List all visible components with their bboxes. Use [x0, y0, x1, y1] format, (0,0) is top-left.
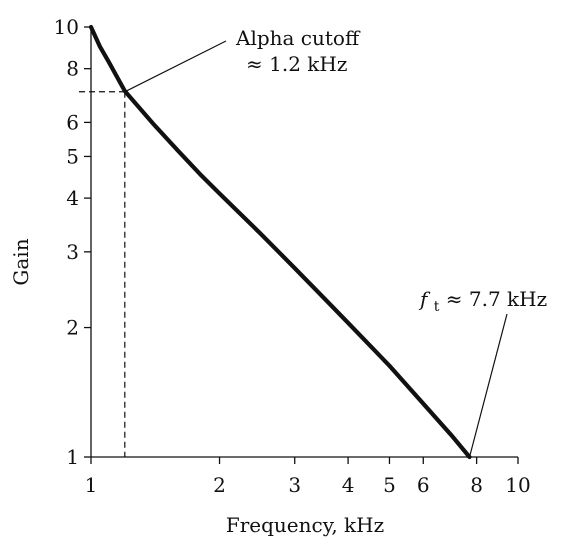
x-tick-label: 4	[342, 473, 355, 497]
ft-symbol: f	[418, 287, 431, 311]
alpha-cutoff-leader	[124, 40, 227, 93]
y-tick-label: 8	[66, 57, 79, 81]
alpha-cutoff-guides	[79, 91, 126, 457]
x-tick-label: 10	[505, 473, 530, 497]
x-tick-label: 8	[470, 473, 483, 497]
gain-curve	[88, 24, 472, 460]
y-tick-label: 3	[66, 240, 79, 264]
y-tick-label: 10	[54, 15, 79, 39]
axes	[90, 27, 518, 458]
x-ticks: 1 2 3 4 5 6 8 10	[85, 457, 531, 497]
ft-leader	[468, 313, 508, 458]
y-tick-label: 4	[66, 186, 79, 210]
alpha-cutoff-label-line2: ≈ 1.2 kHz	[246, 52, 347, 76]
y-ticks: 1 2 3 4 5 6 8 10	[54, 15, 91, 469]
y-tick-label: 1	[66, 445, 79, 469]
alpha-cutoff-label-line1: Alpha cutoff	[235, 26, 361, 50]
annotation-leaders	[124, 40, 508, 458]
ft-subscript: t	[434, 299, 440, 315]
transition-frequency-label: f t ≈ 7.7 kHz	[418, 287, 547, 316]
y-axis-label: Gain	[9, 238, 33, 285]
x-tick-label: 3	[288, 473, 301, 497]
x-tick-label: 2	[213, 473, 226, 497]
y-tick-label: 6	[66, 110, 79, 134]
x-axis-label: Frequency, kHz	[226, 513, 384, 537]
x-tick-label: 1	[85, 473, 98, 497]
y-tick-label: 5	[66, 144, 79, 168]
x-tick-label: 5	[383, 473, 396, 497]
ft-value: ≈ 7.7 kHz	[446, 287, 547, 311]
x-tick-label: 6	[417, 473, 430, 497]
y-tick-label: 2	[66, 316, 79, 340]
